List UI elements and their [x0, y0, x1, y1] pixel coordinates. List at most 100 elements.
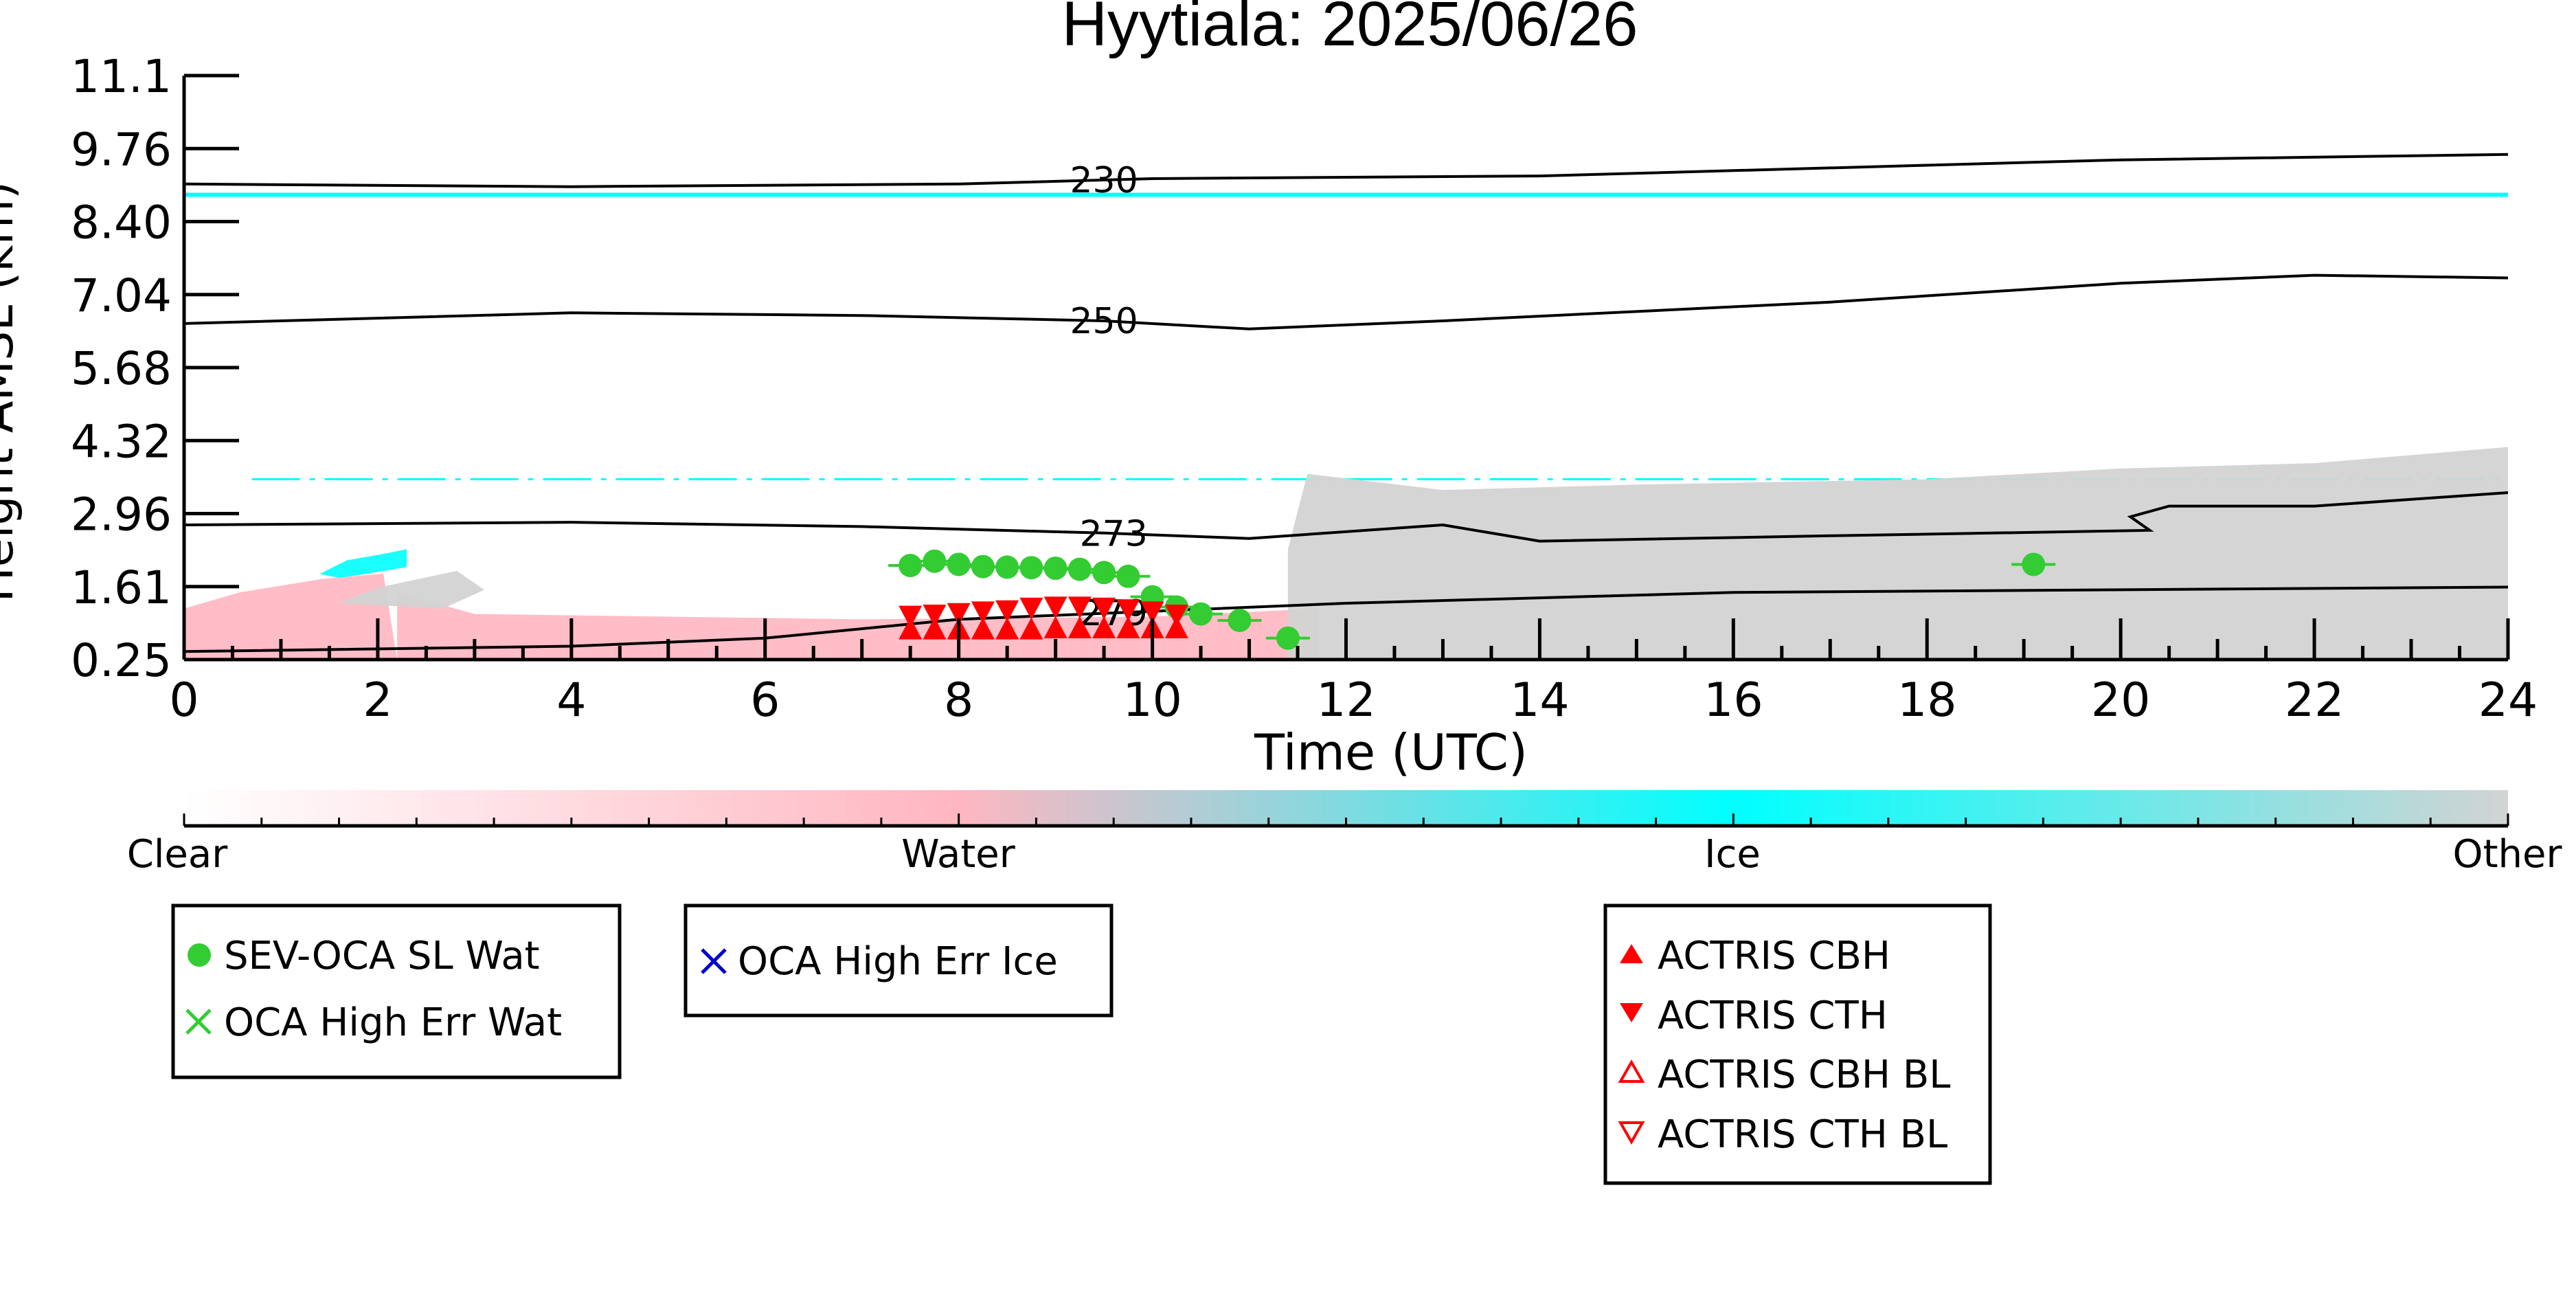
legend-box	[171, 903, 622, 1079]
y-tick-label: 4.32	[71, 415, 172, 468]
data-point-actris-cth	[1067, 596, 1092, 619]
legend-marker-x-green	[185, 1009, 212, 1035]
contour-label-273: 273	[1080, 513, 1148, 554]
data-point-actris-cbh	[971, 617, 995, 640]
x-tick-label: 16	[1704, 673, 1763, 728]
data-point-actris-cth	[1140, 601, 1164, 624]
data-point-actris-cbh	[1043, 616, 1067, 639]
legend-box	[1603, 903, 1992, 1185]
data-point-actris-cth	[1164, 605, 1188, 627]
x-tick-label: 18	[1897, 673, 1957, 728]
cloud-mask-other	[339, 570, 484, 609]
data-point-sev-oca	[899, 554, 923, 578]
data-point-actris-cbh	[899, 617, 923, 640]
y-tick-label: 11.1	[71, 50, 172, 103]
y-tick-label: 7.04	[71, 269, 172, 322]
legend-label-cth: ACTRIS CTH	[1658, 993, 1888, 1038]
legend-actris: ACTRIS CBH ACTRIS CTH ACTRIS CBH BL ACTR…	[1603, 903, 1992, 1185]
data-point-actris-cth	[899, 605, 923, 628]
x-tick-label: 2	[363, 673, 392, 728]
x-tick-label: 12	[1316, 673, 1376, 728]
y-tick-label: 5.68	[71, 342, 172, 395]
legend-box	[683, 903, 1114, 1018]
data-point-actris-cth	[1043, 596, 1067, 619]
legend-label-sev-oca: SEV-OCA SL Wat	[224, 934, 540, 978]
colorbar-ticks	[183, 813, 2509, 826]
colorbar: Clear Water Ice Other	[127, 790, 2562, 877]
x-tick-label: 20	[2091, 673, 2151, 728]
colorbar-label-clear: Clear	[127, 832, 228, 877]
x-tick-label: 22	[2285, 673, 2345, 728]
legend-marker-triangle-up-open	[1618, 1059, 1645, 1083]
data-point-actris-cbh	[1019, 617, 1043, 640]
data-point-sev-oca	[1043, 556, 1067, 580]
legend-label-cbh: ACTRIS CBH	[1658, 934, 1890, 978]
x-tick-label: 0	[169, 673, 199, 728]
data-point-sev-oca	[971, 554, 995, 579]
data-point-actris-cth	[1116, 599, 1140, 622]
x-tick-label: 4	[556, 673, 586, 728]
contour-label-250: 250	[1070, 301, 1138, 342]
data-point-actris-cth	[923, 605, 947, 627]
data-point-actris-cth	[1019, 597, 1043, 620]
colorbar-label-other: Other	[2452, 832, 2562, 877]
data-point-actris-cbh	[1164, 616, 1188, 639]
data-point-actris-cth	[947, 603, 971, 625]
data-point-actris-cth	[995, 600, 1019, 622]
contour-label-230: 230	[1070, 160, 1138, 201]
y-tick-label: 1.61	[71, 561, 172, 614]
y-tick-label: 2.96	[71, 489, 172, 541]
colorbar-label-water: Water	[901, 832, 1016, 877]
x-tick-label: 14	[1510, 673, 1570, 728]
chart-title: Hyytiala: 2025/06/26	[1062, 0, 1638, 59]
legend-marker-triangle-down	[1620, 1003, 1643, 1022]
legend-ice: OCA High Err Ice	[683, 903, 1114, 1018]
plot-area: 2302502732790.251.612.964.325.687.048.40…	[71, 50, 2538, 728]
data-point-sev-oca	[1092, 561, 1116, 585]
cloud-mask-water	[184, 573, 398, 660]
legend-label-cbh-bl: ACTRIS CBH BL	[1658, 1053, 1950, 1097]
data-point-sev-oca	[1228, 608, 1252, 632]
data-point-sev-oca	[995, 555, 1019, 579]
y-tick-label: 0.25	[71, 634, 172, 687]
data-point-actris-cbh	[995, 617, 1019, 640]
data-point-sev-oca	[947, 552, 971, 576]
legend-water: SEV-OCA SL Wat OCA High Err Wat	[171, 903, 622, 1079]
legend-label-oca-ice: OCA High Err Ice	[738, 939, 1058, 984]
data-point-actris-cbh	[1116, 616, 1140, 639]
data-point-sev-oca	[923, 549, 947, 573]
data-point-sev-oca	[1189, 602, 1213, 626]
legend-marker-triangle-down-open	[1618, 1121, 1645, 1145]
data-point-actris-cth	[971, 601, 995, 624]
cloud-mask-ice	[319, 549, 407, 579]
data-point-actris-cbh	[923, 617, 947, 640]
legend-marker-triangle-up	[1620, 944, 1643, 963]
data-point-sev-oca	[1116, 564, 1140, 588]
data-point-actris-cbh	[1092, 616, 1116, 639]
temperature-contour-230	[183, 153, 2509, 188]
data-point-sev-oca	[1019, 556, 1043, 580]
legend-label-oca-wat: OCA High Err Wat	[224, 1000, 562, 1045]
legend-marker-circle	[188, 943, 211, 967]
legend-marker-x-blue	[701, 948, 727, 974]
legend-label-cth-bl: ACTRIS CTH BL	[1658, 1112, 1947, 1157]
cloud-mask-other	[1287, 447, 2508, 660]
data-point-sev-oca	[1067, 557, 1092, 581]
data-point-sev-oca	[1276, 626, 1300, 650]
temperature-contour-250	[183, 273, 2509, 330]
colorbar-label-ice: Ice	[1704, 832, 1761, 877]
data-point-sev-oca	[2022, 552, 2046, 576]
x-tick-label: 6	[750, 673, 780, 728]
data-point-actris-cbh	[1067, 616, 1092, 639]
x-axis-label: Time (UTC)	[1254, 723, 1528, 781]
temperature-contour-273	[183, 491, 2509, 543]
y-axis-label: Height AMSL (km)	[0, 181, 24, 603]
x-tick-label: 24	[2478, 673, 2538, 728]
y-tick-label: 8.40	[71, 197, 172, 249]
x-tick-label: 8	[944, 673, 973, 728]
data-point-actris-cth	[1092, 597, 1116, 620]
y-tick-label: 9.76	[71, 123, 172, 176]
x-tick-label: 10	[1122, 673, 1182, 728]
